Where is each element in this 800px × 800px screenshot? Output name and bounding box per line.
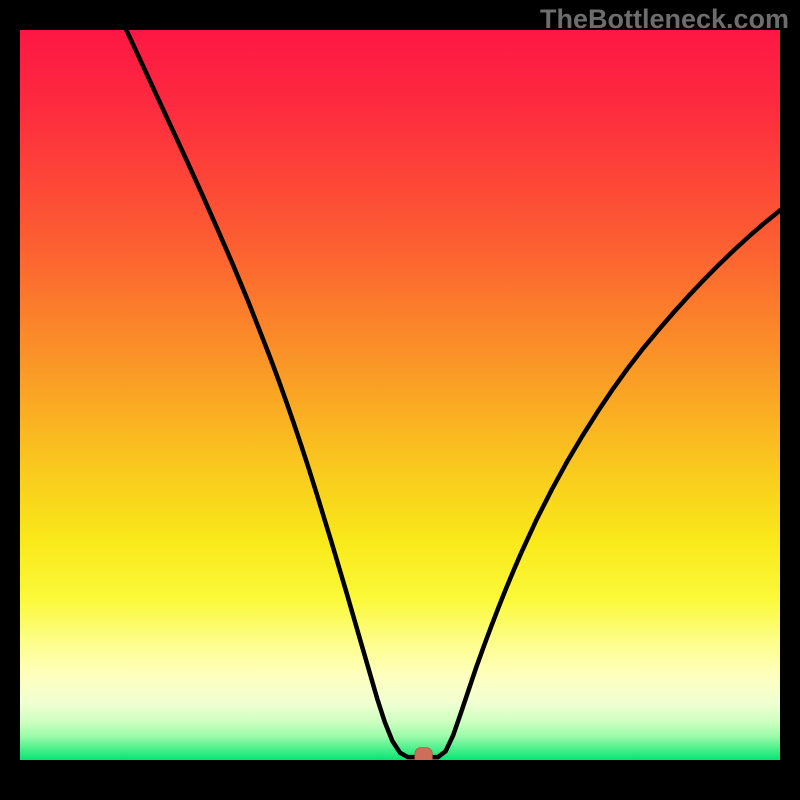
optimal-point-marker	[415, 748, 432, 760]
chart-svg	[20, 30, 780, 760]
bottleneck-chart	[20, 30, 780, 760]
gradient-background	[20, 30, 780, 760]
site-watermark: TheBottleneck.com	[540, 4, 789, 35]
